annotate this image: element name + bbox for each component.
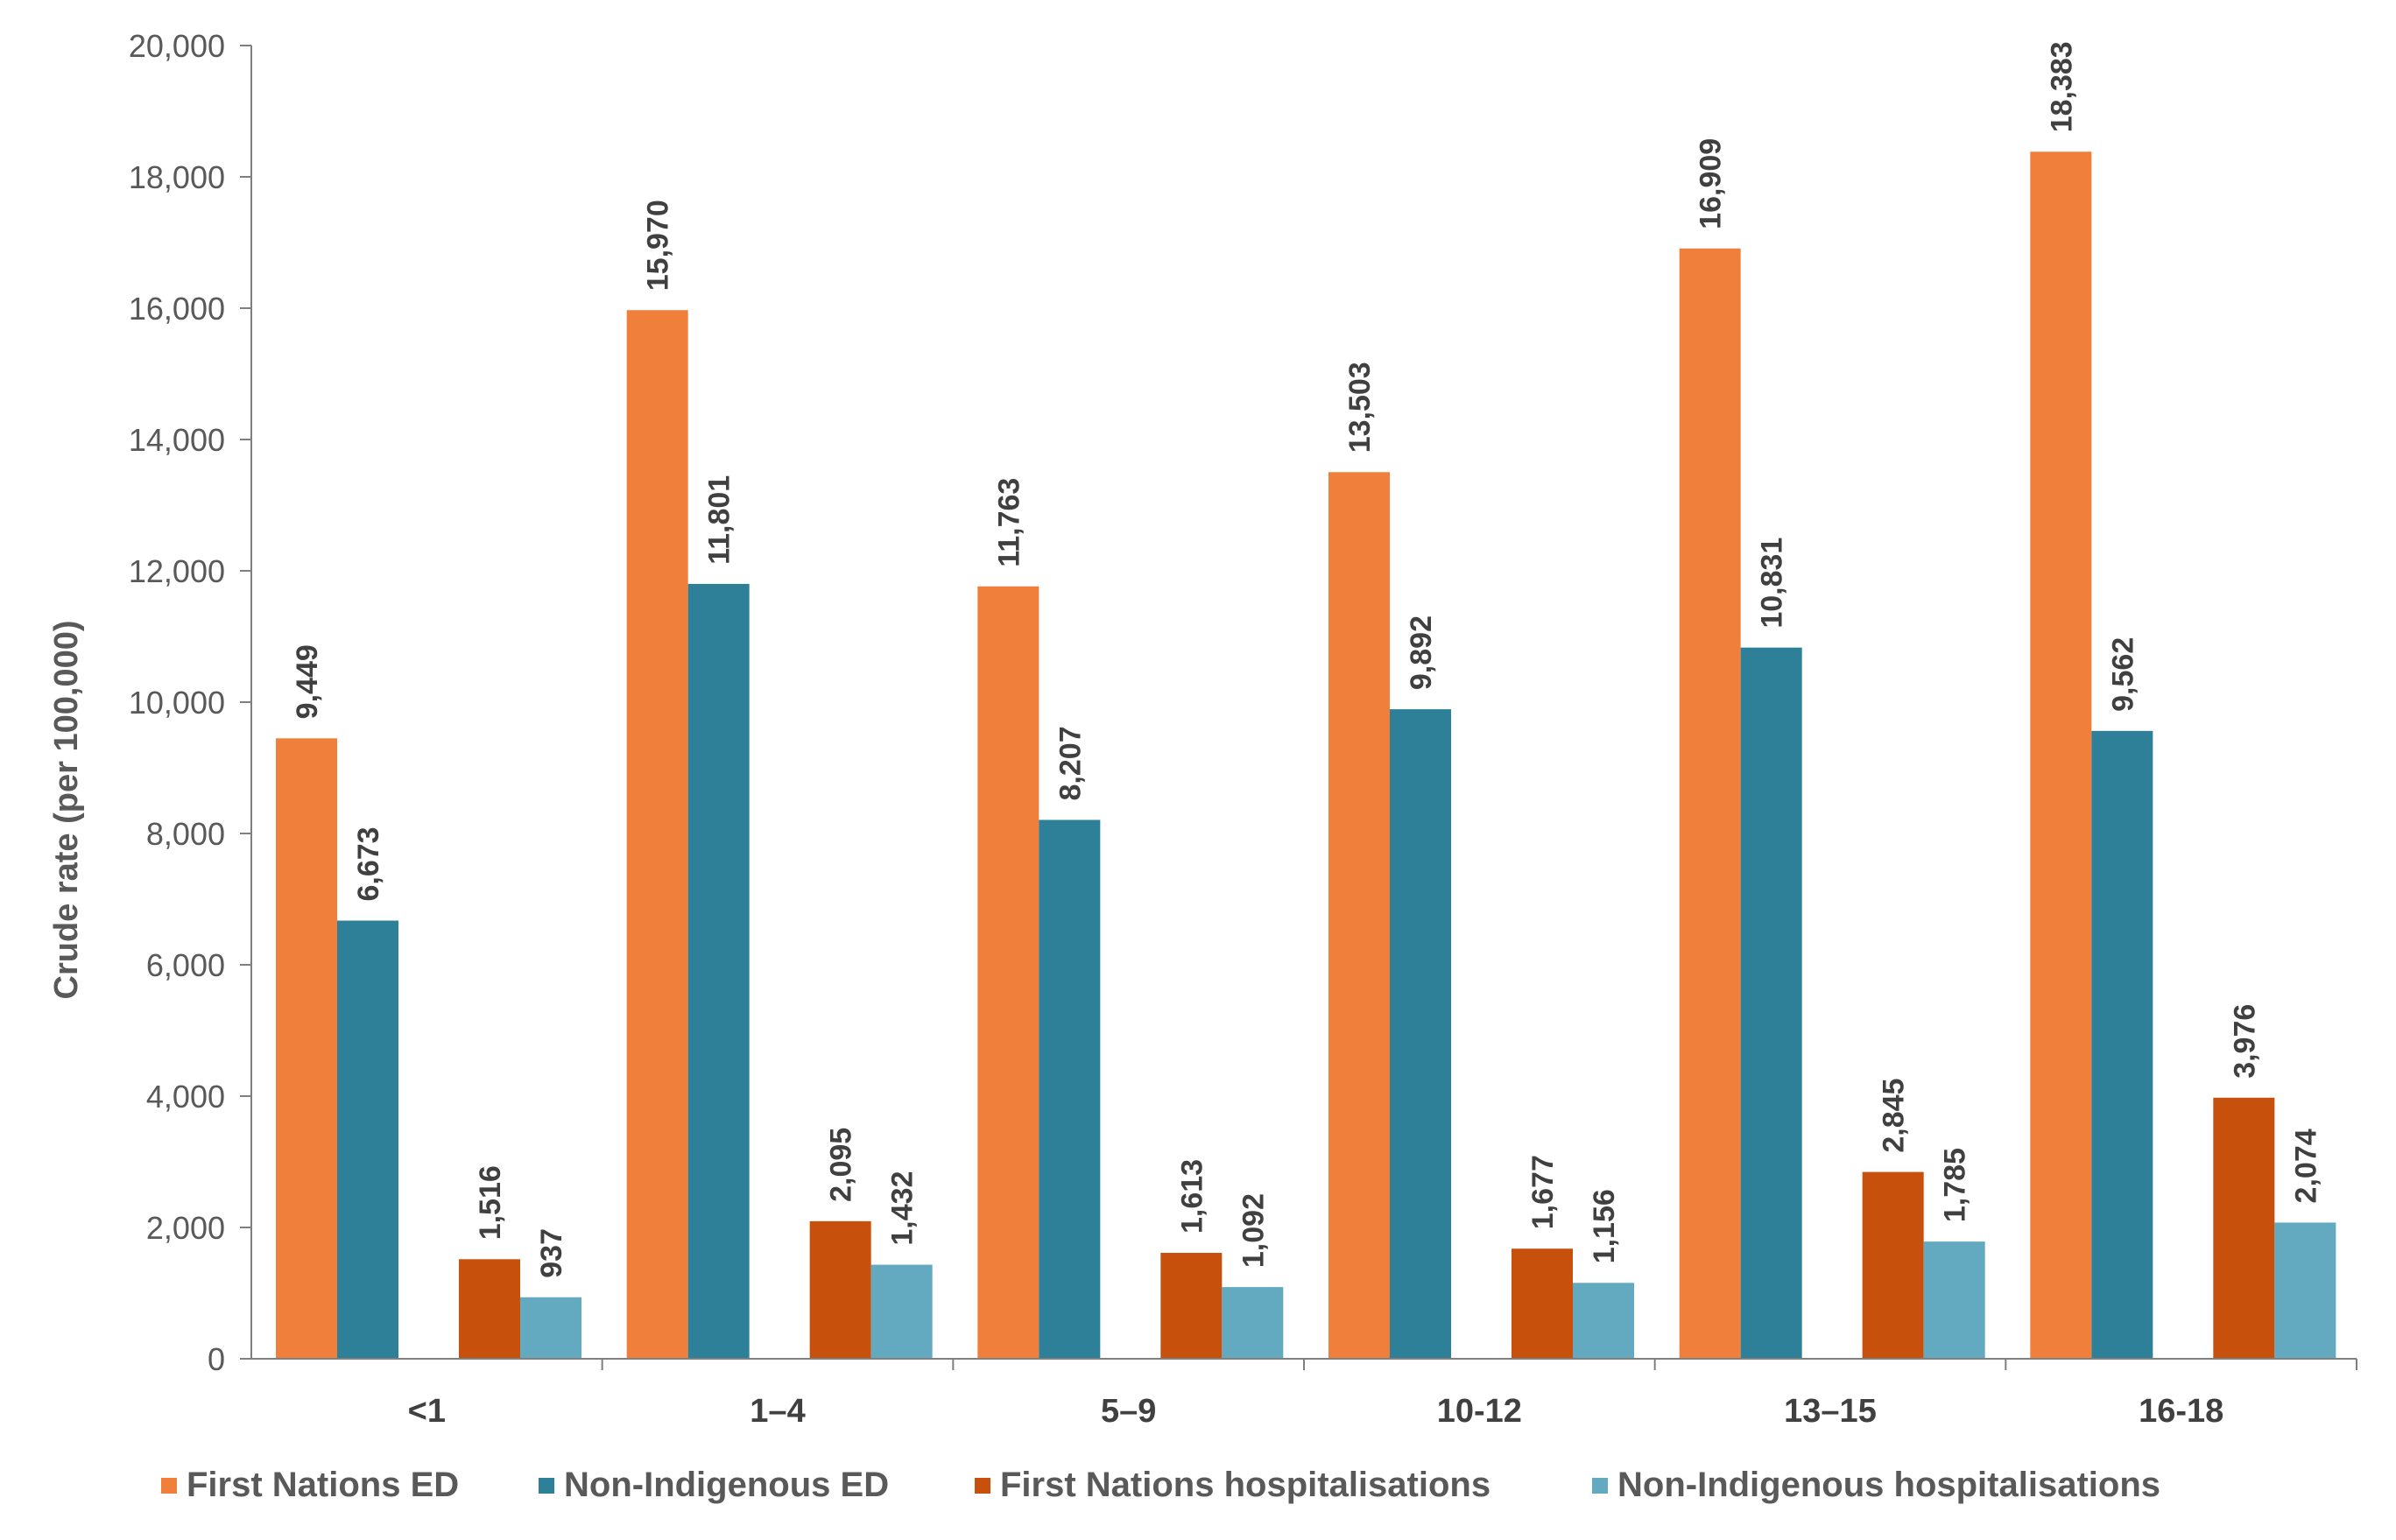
data-label: 9,449 [291,644,324,719]
y-tick-label: 16,000 [129,291,225,327]
bar [1923,1241,1985,1359]
data-label: 16,909 [1695,138,1728,229]
legend: First Nations ED Non-Indigenous ED First N… [161,1466,2160,1504]
y-tick-label: 8,000 [146,816,225,852]
bar [687,583,750,1359]
data-label: 11,763 [992,478,1025,567]
y-axis-label-group: Crude rate (per 100,000) [48,621,85,1000]
data-label: 1,677 [1526,1155,1560,1229]
data-label: 9,892 [1405,615,1438,690]
data-label: 13,503 [1343,362,1377,453]
data-label: 10,831 [1756,538,1789,629]
y-tick-label: 2,000 [146,1210,225,1246]
bar [1160,1253,1223,1359]
bar [2091,730,2153,1359]
data-label: 6,673 [352,826,385,901]
bar [1222,1287,1284,1359]
data-label: 9,562 [2106,637,2139,712]
data-label: 2,845 [1878,1079,1911,1153]
data-label: 1,516 [474,1165,507,1240]
legend-swatch [975,1478,990,1494]
bar [1328,472,1390,1359]
category-label: 1–4 [750,1393,805,1430]
bar [977,586,1039,1359]
y-tick-label: 4,000 [146,1079,225,1115]
bars [276,151,2336,1360]
data-labels: 9,449 15,970 11,763 13,503 16,909 18,383 6,673… [291,41,2322,1277]
y-axis-label: Crude rate (per 100,000) [48,621,85,1000]
bar [1573,1283,1634,1359]
legend-label: Non-Indigenous ED [564,1466,889,1504]
legend-label: First Nations hospitalisations [1000,1466,1490,1504]
bar [2030,151,2092,1359]
data-label: 15,970 [642,200,675,291]
data-label: 1,432 [886,1171,920,1246]
bar [626,310,688,1359]
data-label: 1,156 [1588,1189,1621,1263]
legend-swatch [1592,1478,1608,1494]
legend-label: Non-Indigenous hospitalisations [1617,1466,2160,1504]
bar [809,1220,871,1359]
data-label: 8,207 [1054,726,1087,800]
category-label: 10-12 [1437,1393,1522,1430]
legend-swatch [539,1478,554,1494]
bar [520,1297,581,1359]
bar [2274,1222,2336,1359]
category-label: 5–9 [1101,1393,1156,1430]
y-tick-label: 14,000 [129,422,225,458]
bar [1679,248,1741,1360]
bar [870,1264,933,1359]
data-label: 1,613 [1175,1159,1209,1234]
legend-swatch [161,1478,177,1494]
category-label: 16-18 [2139,1393,2223,1430]
legend-label: First Nations ED [187,1466,459,1504]
category-labels: <1 1–4 5–9 10-12 13–15 16-18 [408,1393,2224,1430]
data-label: 937 [535,1228,568,1278]
axes [250,46,2357,1370]
bar [337,920,398,1359]
data-label: 1,785 [1939,1148,1972,1222]
bar [276,738,337,1359]
y-tick-label: 0 [208,1341,225,1377]
bar [1740,647,1802,1359]
y-tick-label: 20,000 [129,28,225,64]
category-label: <1 [408,1393,446,1430]
bar [1390,709,1451,1359]
data-label: 2,095 [825,1128,858,1202]
y-tick-label: 10,000 [129,685,225,721]
bar [1512,1248,1573,1359]
data-label: 1,092 [1237,1193,1270,1268]
y-tick-label: 6,000 [146,947,225,983]
bar [1039,819,1101,1359]
category-label: 13–15 [1784,1393,1877,1430]
bar [459,1259,520,1359]
data-label: 2,074 [2289,1129,2322,1203]
y-tick-label: 18,000 [129,159,225,195]
data-label: 3,976 [2228,1004,2261,1079]
bar [1862,1171,1924,1359]
bar [2213,1097,2275,1359]
y-axis-ticks: 0 2,000 4,000 6,000 8,000 10,000 12,000 14,000 1… [129,28,251,1377]
data-label: 11,801 [703,475,736,565]
y-tick-label: 12,000 [129,553,225,589]
data-label: 18,383 [2045,41,2078,132]
